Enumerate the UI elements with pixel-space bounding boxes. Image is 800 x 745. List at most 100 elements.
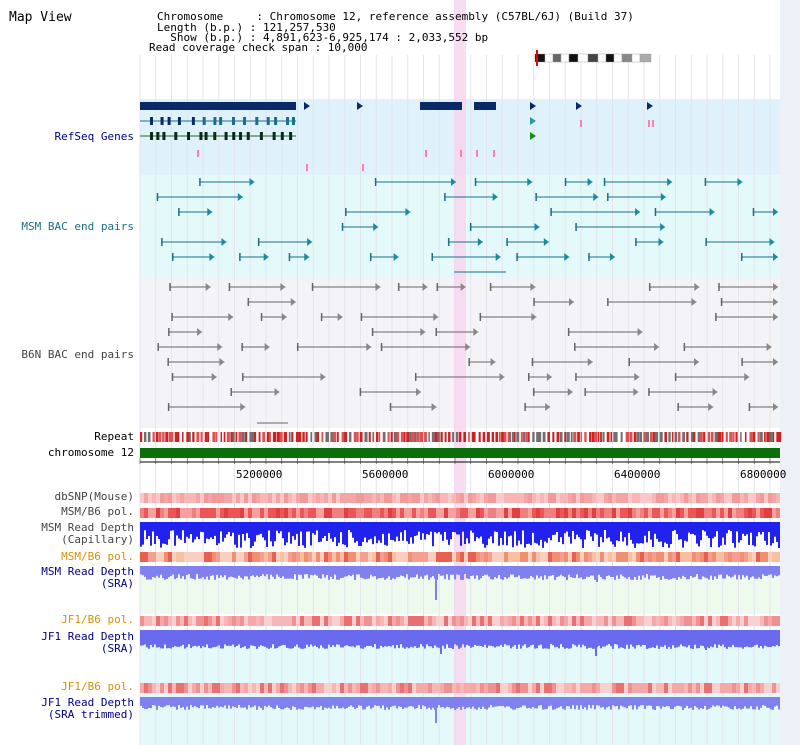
heat-cell <box>576 616 580 626</box>
msm-bac-pair-end <box>477 238 483 246</box>
heat-cell <box>352 493 356 503</box>
read-depth-bar <box>488 697 490 708</box>
heat-cell <box>448 616 452 626</box>
read-depth-bar <box>290 522 292 544</box>
heat-cell <box>172 508 176 518</box>
read-depth-bar <box>772 566 774 578</box>
read-depth-bar <box>518 630 520 645</box>
read-depth-bar <box>366 522 368 543</box>
read-depth-bar <box>420 566 422 577</box>
read-depth-bar <box>458 566 460 575</box>
read-depth-bar <box>662 566 664 577</box>
read-depth-bar <box>184 630 186 649</box>
heat-cell <box>736 508 740 518</box>
heat-cell <box>432 552 436 562</box>
read-depth-bar <box>392 697 394 706</box>
read-depth-bar <box>758 630 760 648</box>
read-depth-bar <box>438 697 440 706</box>
heat-cell <box>316 508 320 518</box>
read-depth-bar <box>346 566 348 577</box>
repeat-element <box>714 432 718 442</box>
read-depth-bar <box>660 697 662 709</box>
heat-cell <box>252 683 256 693</box>
read-depth-bar <box>224 566 226 576</box>
repeat-element <box>697 432 701 442</box>
heat-cell <box>704 493 708 503</box>
read-depth-bar <box>206 697 208 706</box>
read-depth-bar <box>190 630 192 649</box>
heat-cell <box>224 552 228 562</box>
read-depth-bar <box>554 630 556 648</box>
read-depth-bar <box>280 566 282 578</box>
read-depth-bar <box>580 697 582 706</box>
read-depth-bar <box>198 522 200 540</box>
read-depth-bar <box>174 697 176 707</box>
read-depth-bar <box>400 522 402 533</box>
heat-cell <box>640 683 644 693</box>
read-depth-bar <box>324 630 326 649</box>
ideogram-band <box>605 53 615 63</box>
heat-cell <box>600 508 604 518</box>
read-depth-bar <box>554 697 556 710</box>
heat-cell <box>284 683 288 693</box>
read-depth-bar <box>318 697 320 708</box>
heat-cell <box>552 616 556 626</box>
heat-cell <box>740 508 744 518</box>
read-depth-bar <box>220 630 222 649</box>
read-depth-bar <box>478 630 480 646</box>
read-depth-bar <box>386 522 388 546</box>
read-depth-bar <box>458 697 460 708</box>
read-depth-bar <box>456 630 458 646</box>
heat-cell <box>664 552 668 562</box>
heat-cell <box>776 683 780 693</box>
read-depth-bar <box>632 566 634 580</box>
gene-exon <box>177 117 181 125</box>
heat-cell <box>252 552 256 562</box>
read-depth-bar <box>642 566 644 576</box>
heat-cell <box>720 683 724 693</box>
read-depth-bar <box>180 630 182 647</box>
read-depth-bar <box>226 566 228 580</box>
heat-cell <box>608 508 612 518</box>
repeat-element <box>262 432 266 442</box>
b6n-bac-label[interactable]: B6N BAC end pairs <box>21 348 134 361</box>
read-depth-bar <box>176 566 178 578</box>
read-depth-bar <box>242 697 244 708</box>
refseq-genes-label[interactable]: RefSeq Genes <box>54 130 134 143</box>
read-depth-bar <box>434 630 436 646</box>
msm-bac-label[interactable]: MSM BAC end pairs <box>21 220 134 233</box>
axis-tick-label: 5200000 <box>236 468 283 481</box>
read-depth-bar <box>672 566 674 579</box>
read-depth-bar <box>650 630 652 648</box>
read-depth-bar <box>706 522 708 536</box>
read-depth-bar <box>696 697 698 708</box>
read-depth-bar <box>418 522 420 532</box>
heat-cell <box>380 683 384 693</box>
read-depth-bar <box>284 630 286 646</box>
repeat-element <box>448 432 451 442</box>
heat-cell <box>704 616 708 626</box>
repeat-element <box>192 432 195 442</box>
heat-cell <box>656 493 660 503</box>
heat-cell <box>188 493 192 503</box>
repeat-element <box>353 432 357 442</box>
read-depth-bar <box>166 697 168 706</box>
repeat-element <box>341 432 345 442</box>
heat-cell <box>576 493 580 503</box>
read-depth-bar <box>264 522 266 541</box>
read-depth-bar <box>230 522 232 537</box>
repeat-element <box>182 432 184 442</box>
read-depth-bar <box>608 697 610 707</box>
repeat-element <box>356 432 359 442</box>
read-depth-bar <box>690 630 692 649</box>
read-depth-bar <box>562 630 564 648</box>
read-depth-bar <box>414 697 416 709</box>
heat-cell <box>432 508 436 518</box>
repeat-element <box>664 432 667 442</box>
heat-cell <box>320 683 324 693</box>
read-depth-bar <box>248 522 250 539</box>
read-depth-bar <box>420 522 422 540</box>
read-depth-bar <box>478 697 480 708</box>
heat-cell <box>320 508 324 518</box>
